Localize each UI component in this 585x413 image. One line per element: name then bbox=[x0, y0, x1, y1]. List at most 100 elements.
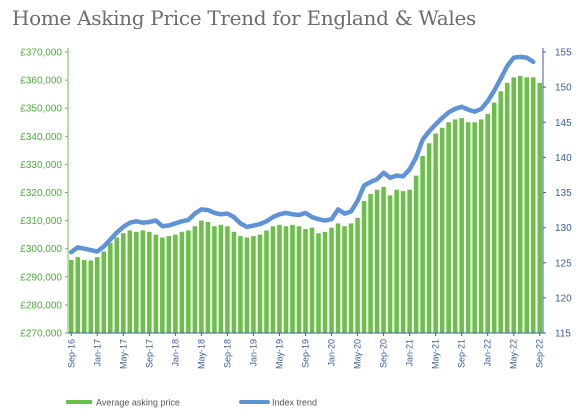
bar bbox=[472, 122, 477, 333]
bar bbox=[394, 189, 399, 333]
bar bbox=[75, 257, 81, 333]
bar bbox=[452, 119, 458, 333]
y-tick-right-label: 120 bbox=[555, 293, 572, 304]
y-tick-right-label: 125 bbox=[555, 258, 572, 269]
y-tick-left-label: £360,000 bbox=[20, 76, 62, 87]
bar bbox=[277, 224, 282, 333]
bar bbox=[147, 231, 152, 333]
x-tick-label: Sep-22 bbox=[535, 339, 545, 368]
y-tick-left-label: £330,000 bbox=[20, 160, 62, 171]
chart-title: Home Asking Price Trend for England & Wa… bbox=[12, 6, 476, 30]
bar bbox=[316, 233, 321, 333]
bar bbox=[374, 189, 380, 333]
y-tick-left-label: £310,000 bbox=[20, 216, 62, 227]
x-tick-label: May-19 bbox=[274, 339, 284, 369]
x-tick-label: May-17 bbox=[118, 339, 128, 369]
bar bbox=[166, 236, 172, 333]
bar bbox=[257, 234, 263, 333]
bar bbox=[517, 75, 523, 333]
bar bbox=[231, 231, 237, 333]
x-tick-label: Jan-19 bbox=[248, 339, 258, 367]
bar bbox=[465, 122, 471, 333]
legend-label-line: Index trend bbox=[272, 398, 317, 408]
y-tick-left-label: £280,000 bbox=[20, 300, 62, 311]
x-tick-label: May-21 bbox=[431, 339, 441, 369]
y-tick-right-label: 115 bbox=[555, 329, 571, 340]
bar bbox=[270, 226, 276, 333]
bar bbox=[251, 236, 256, 333]
bar bbox=[407, 189, 412, 333]
bar bbox=[244, 237, 250, 333]
bar bbox=[134, 231, 139, 333]
bar bbox=[88, 260, 94, 333]
x-tick-label: Jan-21 bbox=[405, 339, 415, 367]
x-tick-label: Jan-17 bbox=[92, 339, 102, 367]
x-tick-label: Jan-22 bbox=[483, 339, 493, 367]
y-tick-left-label: £300,000 bbox=[20, 244, 62, 255]
bar bbox=[478, 119, 484, 333]
bar bbox=[511, 77, 516, 333]
bar bbox=[296, 226, 302, 333]
bar bbox=[335, 223, 341, 333]
y-tick-left-label: £350,000 bbox=[20, 104, 62, 115]
bar bbox=[101, 251, 107, 333]
x-tick-label: Sep-20 bbox=[379, 339, 389, 368]
x-tick-label: Sep-19 bbox=[301, 339, 311, 368]
x-tick-label: May-18 bbox=[196, 339, 206, 369]
bar bbox=[95, 257, 100, 333]
x-tick-label: May-20 bbox=[353, 339, 363, 369]
y-axis-left: £270,000 £280,000 £290,000 £300,000 £310,000… bbox=[20, 48, 69, 340]
x-tick-label: Jan-20 bbox=[327, 339, 337, 367]
bar bbox=[355, 217, 360, 333]
bar bbox=[68, 259, 74, 333]
bar bbox=[108, 243, 113, 333]
x-tick-label: Sep-18 bbox=[222, 339, 232, 368]
y-tick-left-label: £370,000 bbox=[20, 48, 62, 59]
legend-label-bars: Average asking price bbox=[96, 398, 180, 408]
bar bbox=[303, 229, 308, 333]
bar bbox=[81, 259, 87, 333]
bar bbox=[381, 186, 386, 333]
bar bbox=[264, 230, 269, 333]
bar bbox=[537, 82, 543, 333]
bar bbox=[218, 224, 224, 333]
bar bbox=[121, 233, 126, 333]
y-tick-right-label: 130 bbox=[555, 223, 572, 234]
y-tick-right-label: 155 bbox=[555, 48, 572, 59]
bar bbox=[290, 224, 295, 333]
bar bbox=[283, 226, 289, 333]
bar bbox=[140, 230, 146, 333]
bar bbox=[491, 102, 497, 333]
bar bbox=[504, 82, 510, 333]
bar bbox=[199, 220, 204, 333]
bar bbox=[127, 230, 133, 333]
y-tick-right-label: 150 bbox=[555, 83, 572, 94]
y-tick-right-label: 140 bbox=[555, 153, 572, 164]
bar bbox=[426, 143, 432, 333]
line-series bbox=[69, 54, 536, 255]
bar bbox=[114, 237, 120, 333]
bar bbox=[498, 91, 503, 333]
bar bbox=[368, 193, 373, 333]
bar bbox=[413, 175, 419, 333]
bar bbox=[173, 234, 178, 333]
y-tick-left-label: £290,000 bbox=[20, 272, 62, 283]
bar-series bbox=[68, 75, 543, 334]
bar bbox=[205, 222, 211, 333]
bar bbox=[485, 113, 490, 333]
bar bbox=[420, 155, 425, 333]
bar bbox=[400, 191, 406, 333]
bar bbox=[387, 195, 393, 333]
x-axis: Sep-16 Jan-17 May-17 Sep-17 Jan-18 May-18 Sep-… bbox=[66, 332, 545, 369]
index-trend-line bbox=[69, 54, 536, 255]
bar bbox=[446, 122, 451, 333]
bar bbox=[329, 227, 334, 333]
bar bbox=[459, 118, 464, 333]
bar bbox=[238, 236, 243, 333]
y-tick-right-label: 135 bbox=[555, 188, 572, 199]
bar bbox=[322, 231, 328, 333]
bar bbox=[433, 133, 438, 333]
bar bbox=[160, 237, 165, 333]
bar bbox=[348, 223, 354, 333]
